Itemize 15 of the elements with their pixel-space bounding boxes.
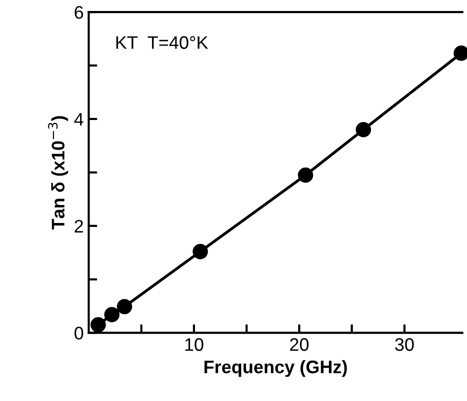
x-tick-label: 10 <box>185 338 204 351</box>
point <box>116 298 132 314</box>
x-axis-title: Frequency (GHz) <box>204 360 347 377</box>
y-tick-label: 6 <box>74 6 84 19</box>
x-tick-label: 20 <box>290 338 309 351</box>
point <box>356 122 372 138</box>
y-tick-label: 2 <box>74 220 83 232</box>
point <box>192 244 208 260</box>
y-axis-title: Tan δ (x10$^{−3}$) <box>48 116 68 230</box>
y-tick-label: 4 <box>74 113 84 126</box>
x-tick-label: 30 <box>395 338 414 351</box>
annotation: KT T=40°K <box>116 36 208 49</box>
y-tick-label: 0 <box>74 326 84 340</box>
point <box>298 167 314 183</box>
point <box>104 307 120 322</box>
